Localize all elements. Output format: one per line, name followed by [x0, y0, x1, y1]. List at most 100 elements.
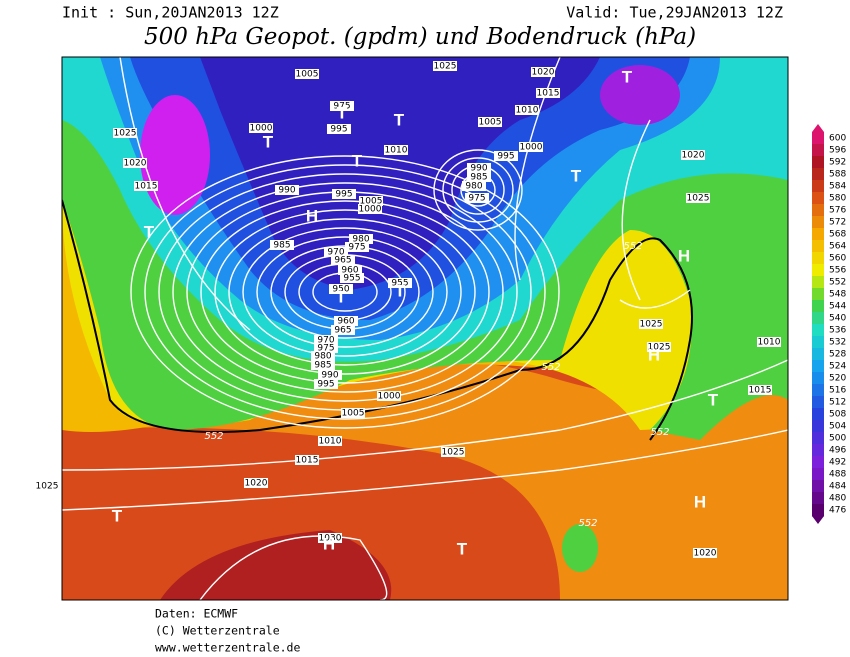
isobar-label: 985: [470, 173, 487, 183]
isobar-line: [442, 157, 514, 223]
isobar-label-bg: [686, 193, 710, 203]
colorbar-label: 496: [829, 446, 846, 456]
contour-label: 552: [650, 427, 669, 438]
isobar-label-bg: [358, 204, 382, 214]
pressure-center: H: [694, 492, 706, 511]
isobar-label-bg: [332, 189, 356, 199]
isobar-label-bg: [359, 196, 383, 206]
footer-source: Daten: ECMWF: [155, 607, 238, 621]
footer-copyright: (C) Wetterzentrale: [155, 624, 280, 638]
map-frame: [61, 56, 789, 601]
isobar-label: 1020: [532, 68, 555, 78]
colorbar-swatch: [812, 444, 824, 457]
isobar-label: 1020: [682, 151, 705, 161]
colorbar-label: 484: [829, 482, 846, 492]
isobar-label-bg: [249, 123, 273, 133]
colorbar-swatch: [812, 456, 824, 469]
colorbar-swatch: [812, 252, 824, 265]
isobar-label: 990: [470, 164, 487, 174]
isobar-label: 1010: [385, 146, 408, 156]
isobar-label: 970: [327, 248, 344, 258]
isobar-label-bg: [531, 67, 555, 77]
isobar-label: 1000: [520, 143, 543, 153]
isobar-label-bg: [467, 163, 491, 173]
colorbar-label: 508: [829, 410, 846, 420]
isobar-line: [130, 155, 560, 429]
colorbar-label: 568: [829, 230, 846, 240]
isobar-label: 985: [314, 361, 331, 371]
colorbar-swatch: [812, 360, 824, 373]
isobar-label: 1025: [648, 343, 671, 353]
isobar-label: 970: [317, 336, 334, 346]
colorbar-swatch: [812, 204, 824, 217]
pressure-center: T: [263, 132, 274, 151]
isobar-label: 965: [334, 256, 351, 266]
isobar-label: 1015: [135, 182, 158, 192]
isobar-label-bg: [515, 105, 539, 115]
isobar-label-bg: [113, 128, 137, 138]
colorbar-swatch: [812, 420, 824, 433]
pressure-center: H: [323, 534, 335, 553]
isobar-line: [621, 119, 651, 301]
isobar-label-bg: [384, 145, 408, 155]
isobar-line: [62, 429, 788, 511]
isobar-line: [62, 359, 788, 471]
colorbar-swatch: [812, 408, 824, 421]
isobar-label-bg: [327, 124, 351, 134]
isobar-label: 960: [341, 266, 358, 276]
colorbar-swatch: [812, 144, 824, 157]
isobar-label-bg: [244, 478, 268, 488]
footer-url: www.wetterzentrale.de: [155, 641, 300, 655]
isobar-label-bg: [377, 391, 401, 401]
isobar-label-bg: [123, 158, 147, 168]
isobar-label: 1025: [640, 320, 663, 330]
pressure-center: T: [395, 281, 406, 300]
isobar-label: 1010: [516, 106, 539, 116]
isobar-label-bg: [478, 117, 502, 127]
isobar-label-bg: [681, 150, 705, 160]
pressure-center: T: [622, 67, 633, 86]
isobar-label-bg: [349, 234, 373, 244]
isobar-line: [228, 218, 462, 366]
isobar-line: [119, 57, 251, 331]
isobar-label: 1000: [250, 124, 273, 134]
colorbar-swatch: [812, 288, 824, 301]
isobar-label: 1020: [694, 549, 717, 559]
init-time: Init : Sun,20JAN2013 12Z: [62, 4, 279, 22]
isobar-line: [256, 236, 434, 348]
pressure-center: H: [678, 246, 690, 265]
isobar-label-bg: [341, 408, 365, 418]
colorbar-label: 580: [829, 194, 846, 204]
isobar-label-bg: [441, 447, 465, 457]
colorbar-label: 544: [829, 302, 846, 312]
colorbar-label: 492: [829, 458, 846, 468]
isobar-label-bg: [334, 316, 358, 326]
isobar-label-bg: [318, 370, 342, 380]
pressure-center: T: [457, 539, 468, 558]
isobar-label-bg: [275, 185, 299, 195]
colorbar-swatch: [812, 240, 824, 253]
colorbar-swatch: [812, 312, 824, 325]
pressure-center: T: [394, 110, 405, 129]
isobar-label: 955: [343, 274, 360, 284]
isobar-label-bg: [462, 181, 486, 191]
colorbar-swatch: [812, 396, 824, 409]
isobar-label-bg: [467, 172, 491, 182]
isobar-label-bg: [693, 548, 717, 558]
field-darkblue: [200, 57, 600, 290]
map-title: 500 hPa Geopot. (gpdm) und Bodendruck (h…: [144, 24, 696, 50]
colorbar-swatch: [812, 192, 824, 205]
field-darkred: [160, 530, 392, 600]
colorbar-label: 564: [829, 242, 846, 252]
colorbar-label: 504: [829, 422, 846, 432]
isobar-label: 965: [334, 326, 351, 336]
isobar-label-bg: [330, 101, 354, 111]
isobar-label: 990: [321, 371, 338, 381]
isobar-line: [433, 149, 523, 231]
isobar-line: [144, 164, 546, 420]
colorbar-swatch: [812, 216, 824, 229]
isobar-label: 995: [317, 380, 334, 390]
isobar-label-bg: [345, 242, 369, 252]
